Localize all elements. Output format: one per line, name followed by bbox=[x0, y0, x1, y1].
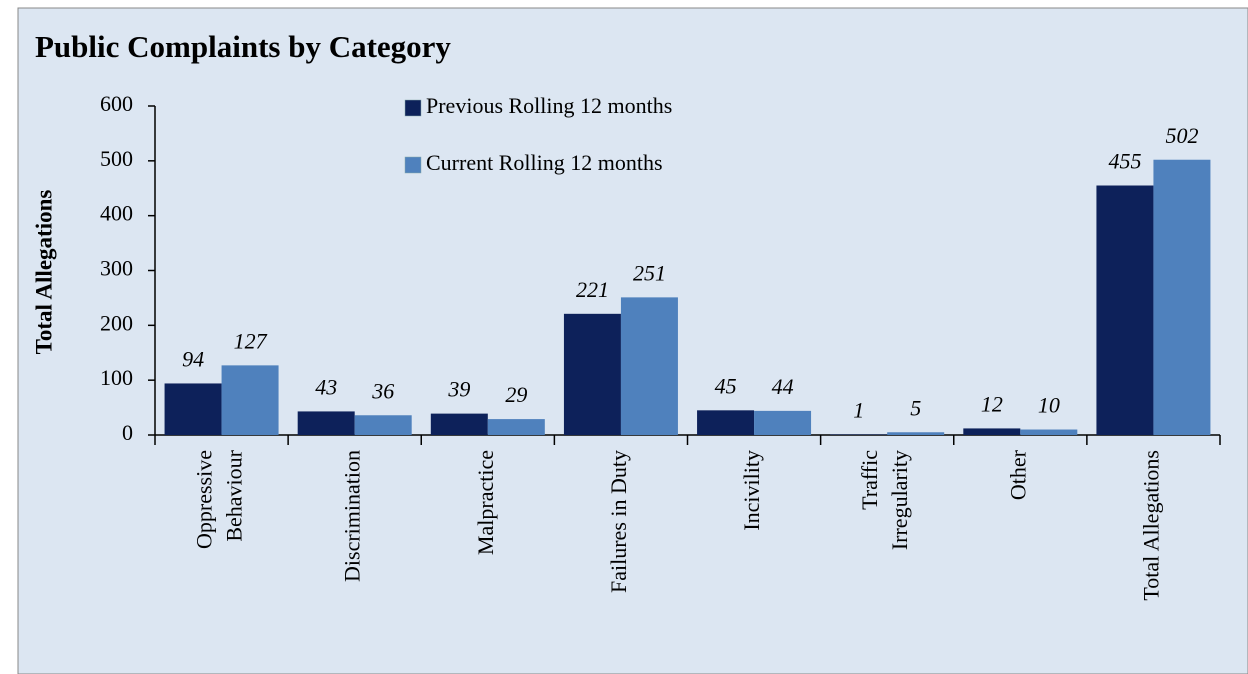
bar bbox=[487, 419, 545, 435]
y-tick-label: 600 bbox=[100, 91, 133, 116]
data-label: 43 bbox=[315, 374, 337, 399]
bar bbox=[887, 432, 945, 435]
legend-swatch bbox=[404, 99, 422, 117]
data-label: 39 bbox=[447, 377, 470, 402]
x-tick-label: Incivility bbox=[739, 450, 764, 531]
y-tick-label: 300 bbox=[100, 256, 133, 281]
data-label: 221 bbox=[576, 277, 609, 302]
bar bbox=[754, 410, 812, 435]
x-tick-label: Discrimination bbox=[340, 450, 365, 582]
data-label: 127 bbox=[234, 328, 268, 353]
y-axis-label: Total Allegations bbox=[31, 190, 56, 355]
bar bbox=[354, 415, 412, 435]
y-tick-label: 400 bbox=[100, 201, 133, 226]
bar bbox=[1096, 185, 1154, 435]
bar bbox=[221, 365, 279, 435]
bar bbox=[620, 297, 678, 435]
legend-label: Previous Rolling 12 months bbox=[426, 93, 672, 118]
bar bbox=[430, 413, 488, 435]
bar bbox=[830, 434, 888, 435]
x-tick-label: Failures in Duty bbox=[606, 450, 631, 593]
x-tick-label: Total Allegations bbox=[1138, 450, 1163, 601]
x-tick-label: Malpractice bbox=[473, 450, 498, 555]
data-label: 455 bbox=[1108, 149, 1141, 174]
data-label: 251 bbox=[633, 260, 666, 285]
data-label: 29 bbox=[505, 382, 527, 407]
legend-swatch bbox=[404, 156, 422, 174]
data-label: 5 bbox=[910, 395, 921, 420]
x-tick-label: Oppressive Behaviour bbox=[192, 449, 247, 549]
legend-label: Current Rolling 12 months bbox=[426, 150, 663, 175]
y-tick-label: 500 bbox=[100, 146, 133, 171]
bar bbox=[563, 313, 621, 435]
data-label: 44 bbox=[772, 374, 794, 399]
y-tick-label: 200 bbox=[100, 310, 133, 335]
bar bbox=[164, 383, 222, 435]
x-tick-label: Other bbox=[1005, 449, 1030, 500]
y-tick-label: 0 bbox=[122, 420, 133, 445]
bar bbox=[963, 428, 1021, 435]
bar bbox=[1153, 159, 1211, 435]
y-tick-label: 100 bbox=[100, 365, 133, 390]
bar bbox=[697, 410, 755, 435]
data-label: 12 bbox=[981, 391, 1003, 416]
data-label: 94 bbox=[182, 347, 204, 372]
data-label: 36 bbox=[371, 378, 394, 403]
data-label: 45 bbox=[715, 373, 737, 398]
chart-title: Public Complaints by Category bbox=[35, 29, 451, 64]
data-label: 10 bbox=[1038, 393, 1060, 418]
bar bbox=[297, 411, 355, 435]
data-label: 1 bbox=[853, 397, 864, 422]
data-label: 502 bbox=[1165, 123, 1198, 148]
x-tick-label: Traffic Irregularity bbox=[857, 450, 912, 550]
bar bbox=[1020, 429, 1078, 435]
